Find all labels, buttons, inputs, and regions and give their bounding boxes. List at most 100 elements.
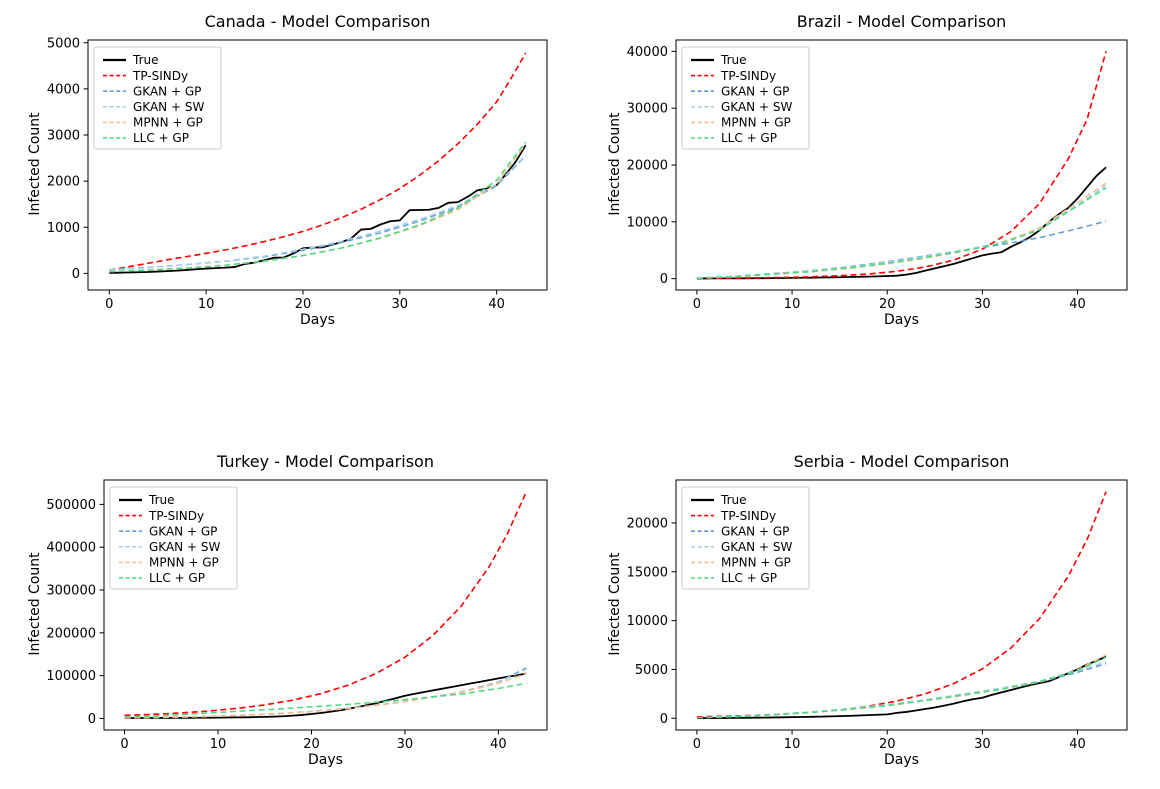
subplot-serbia: 0 5000 10000 15000 20000 0 10 20 30 40 True TP-SIND…	[580, 446, 1160, 781]
series-line-gkan-sw	[696, 660, 1107, 719]
x-tick-label: 40	[1069, 297, 1086, 312]
y-tick-label: 10000	[627, 614, 668, 629]
legend-label: GKAN + GP	[721, 524, 789, 538]
series-line-gkan-gp	[696, 220, 1107, 279]
series-line-llc-gp	[124, 682, 527, 719]
legend-label: TP-SINDy	[148, 509, 204, 523]
y-tick-label: 500000	[46, 498, 96, 513]
x-axis-label: Days	[308, 752, 343, 768]
legend-label: GKAN + SW	[721, 100, 792, 114]
x-tick-label: 30	[974, 297, 991, 312]
y-axis-label: Infected Count	[27, 112, 44, 216]
legend-box	[681, 46, 810, 150]
x-tick-label: 40	[1069, 737, 1086, 752]
legend-box	[681, 486, 810, 590]
series-line-true	[124, 672, 527, 719]
plot-area-serbia: 0 5000 10000 15000 20000 0 10 20 30 40 True TP-SIND…	[627, 479, 1128, 752]
y-tick-label: 0	[660, 712, 668, 727]
chart-title: Serbia - Model Comparison	[793, 452, 1010, 471]
y-axis-label: Infected Count	[607, 112, 623, 216]
legend-label: LLC + GP	[721, 131, 777, 145]
legend-label: True	[132, 53, 159, 67]
series-line-mpnn-gp	[696, 182, 1107, 279]
legend-label: TP-SINDy	[720, 69, 776, 83]
legend-label: LLC + GP	[133, 131, 189, 145]
x-tick-label: 30	[392, 297, 409, 312]
x-tick-label: 30	[974, 737, 991, 752]
legend-label: MPNN + GP	[721, 116, 791, 130]
x-axis-label: Days	[884, 752, 919, 768]
x-tick-label: 40	[488, 297, 505, 312]
chart-title: Brazil - Model Comparison	[796, 12, 1007, 31]
y-tick-label: 10000	[627, 215, 668, 230]
legend-label: GKAN + GP	[133, 84, 201, 98]
legend-label: True	[720, 493, 747, 507]
x-tick-label: 20	[295, 297, 312, 312]
plot-border	[87, 39, 548, 291]
x-tick-label: 0	[693, 737, 701, 752]
x-tick-label: 20	[879, 297, 896, 312]
y-tick-label: 20000	[627, 159, 668, 174]
x-axis-label: Days	[300, 312, 335, 328]
series-line-mpnn-gp	[124, 672, 527, 719]
chart-title: Turkey - Model Comparison	[217, 452, 434, 471]
series-line-gkan-gp	[696, 662, 1107, 719]
series-line-mpnn-gp	[696, 654, 1107, 719]
x-tick-label: 30	[397, 737, 414, 752]
y-tick-label: 40000	[627, 45, 668, 60]
y-tick-label: 2000	[47, 175, 80, 190]
y-tick-label: 200000	[46, 626, 96, 641]
plot-area-turkey: 0 100000 200000 300000 400000 500000 0 10 20 30 40…	[46, 479, 548, 752]
legend-label: LLC + GP	[721, 571, 777, 585]
x-tick-label: 20	[303, 737, 320, 752]
legend-label: GKAN + GP	[149, 524, 217, 538]
subplot-brazil: 0 10000 20000 30000 40000 0 10 20 30 40 True TP-SIN…	[580, 6, 1160, 341]
x-tick-label: 20	[879, 737, 896, 752]
legend-label: GKAN + SW	[133, 100, 204, 114]
x-tick-label: 40	[490, 737, 507, 752]
series-line-true	[109, 144, 527, 274]
y-axis-label: Infected Count	[607, 552, 623, 656]
plot-border	[675, 479, 1128, 731]
x-axis-label: Days	[884, 312, 919, 328]
series-line-gkan-gp	[109, 155, 527, 271]
series-line-llc-gp	[109, 141, 527, 273]
legend-box	[93, 46, 222, 150]
x-tick-label: 10	[784, 297, 801, 312]
legend-box	[109, 486, 238, 590]
series-line-llc-gp	[696, 656, 1107, 719]
y-tick-label: 0	[660, 272, 668, 287]
legend-label: MPNN + GP	[721, 556, 791, 570]
plot-area-brazil: 0 10000 20000 30000 40000 0 10 20 30 40 True TP-SIN…	[627, 39, 1128, 312]
y-tick-label: 0	[72, 267, 80, 282]
y-tick-label: 15000	[627, 565, 668, 580]
legend-label: GKAN + SW	[721, 540, 792, 554]
x-tick-label: 10	[784, 737, 801, 752]
series-line-gkan-sw	[124, 668, 527, 719]
series-line-tp-sindy	[124, 491, 528, 717]
y-tick-label: 0	[88, 712, 96, 727]
series-line-tp-sindy	[696, 51, 1107, 280]
subplot-canada: 0 1000 2000 3000 4000 5000 0 10 20 30 40 True TP-SIN…	[0, 6, 580, 341]
x-tick-label: 0	[105, 297, 113, 312]
series-line-gkan-sw	[109, 154, 527, 271]
subplot-turkey: 0 100000 200000 300000 400000 500000 0 10 20 30 40…	[0, 446, 580, 781]
plot-border	[103, 479, 548, 731]
y-tick-label: 400000	[46, 541, 96, 556]
chart-title: Canada - Model Comparison	[204, 12, 431, 31]
plot-area-canada: 0 1000 2000 3000 4000 5000 0 10 20 30 40 True TP-SIN…	[47, 36, 548, 312]
series-line-true	[696, 655, 1107, 719]
y-axis-label: Infected Count	[26, 552, 43, 656]
x-tick-label: 10	[198, 297, 215, 312]
y-tick-label: 3000	[47, 129, 80, 144]
series-line-llc-gp	[696, 187, 1107, 279]
legend-label: GKAN + SW	[149, 540, 220, 554]
y-tick-label: 20000	[627, 516, 668, 531]
series-line-mpnn-gp	[109, 143, 527, 273]
x-tick-label: 0	[120, 737, 128, 752]
legend-label: MPNN + GP	[133, 116, 203, 130]
legend-label: LLC + GP	[149, 571, 205, 585]
y-tick-label: 5000	[47, 36, 80, 51]
legend-label: GKAN + GP	[721, 84, 789, 98]
